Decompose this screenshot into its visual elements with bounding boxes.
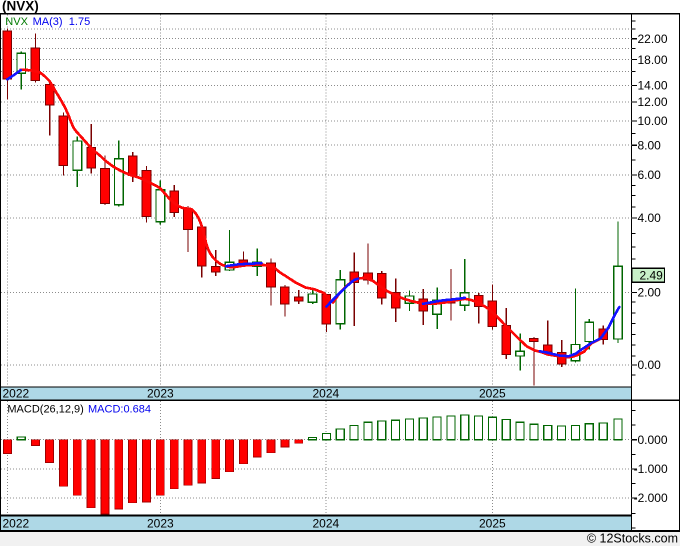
svg-text:2025: 2025 <box>479 386 506 400</box>
svg-text:22.00: 22.00 <box>638 32 668 46</box>
svg-text:-2.000: -2.000 <box>634 491 668 505</box>
svg-text:MA(3): MA(3) <box>33 16 63 28</box>
svg-text:2022: 2022 <box>3 516 30 530</box>
svg-text:2.00: 2.00 <box>638 286 662 300</box>
svg-text:MACD(26,12,9): MACD(26,12,9) <box>7 404 83 416</box>
svg-text:2023: 2023 <box>147 516 174 530</box>
svg-text:2025: 2025 <box>479 516 506 530</box>
svg-text:1.75: 1.75 <box>69 16 90 28</box>
svg-text:(NVX): (NVX) <box>2 0 39 14</box>
svg-text:-1.000: -1.000 <box>634 462 668 476</box>
svg-text:8.00: 8.00 <box>638 138 662 152</box>
svg-text:18.00: 18.00 <box>638 53 668 67</box>
svg-text:© 12Stocks.com: © 12Stocks.com <box>587 532 678 546</box>
svg-text:2024: 2024 <box>313 516 340 530</box>
svg-text:14.00: 14.00 <box>638 79 668 93</box>
svg-text:2023: 2023 <box>147 386 174 400</box>
svg-text:MACD:0.684: MACD:0.684 <box>88 404 151 416</box>
svg-text:6.00: 6.00 <box>638 168 662 182</box>
svg-text:4.00: 4.00 <box>638 211 662 225</box>
svg-text:2022: 2022 <box>3 386 30 400</box>
svg-text:2024: 2024 <box>313 386 340 400</box>
svg-text:0.000: 0.000 <box>638 433 668 447</box>
svg-text:2.49: 2.49 <box>640 268 664 282</box>
svg-text:10.00: 10.00 <box>638 114 668 128</box>
svg-text:NVX: NVX <box>5 16 28 28</box>
svg-text:12.00: 12.00 <box>638 95 668 109</box>
svg-text:0.00: 0.00 <box>638 358 662 372</box>
